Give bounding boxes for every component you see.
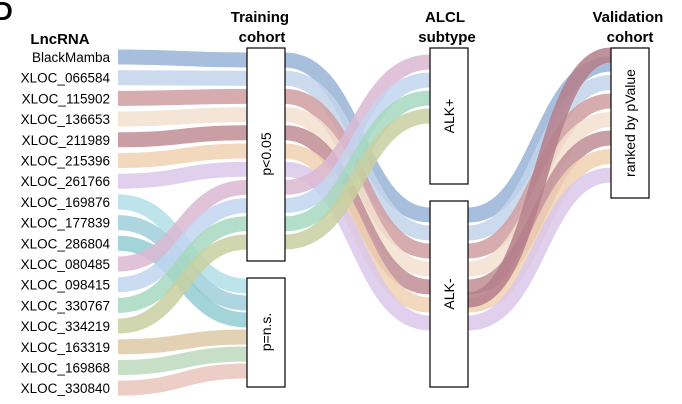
ribbon-training-XLOC_330767 [117,216,248,313]
ribbon-training-BlackMamba [117,49,248,68]
panel-letter: D [0,0,13,26]
lncrna-label: XLOC_211989 [22,133,110,148]
box-validation-label: ranked by pValue [622,69,638,177]
box-alk-pos-rect [429,47,469,185]
ribbon-subtype-XLOC_215396 [284,143,431,313]
ribbon-validation-XLOC_261766 [467,167,612,331]
box-alk-neg-label: ALK- [441,278,457,309]
box-training-sig-label: p<0.05 [258,132,274,175]
box-training-sig: p<0.05 [246,47,286,262]
ribbon-training-XLOC_080485 [117,179,248,272]
ribbon-subtype-XLOC_098415 [284,72,431,214]
column-title-validation: Validation cohort [592,9,667,46]
column-title-alcl: ALCL subtype [418,9,476,46]
box-training-ns: p=n.s. [246,277,286,388]
ribbon-training-XLOC_215396 [117,143,248,168]
box-validation: ranked by pValue [610,47,650,199]
lncrna-labels: BlackMamba XLOC_066584 XLOC_115902 XLOC_136… [21,50,111,396]
ribbon-subtype-XLOC_211989 [284,125,431,295]
ribbon-training-XLOC_098415 [117,198,248,293]
ribbon-training-XLOC_334219 [117,234,248,334]
box-alk-pos: ALK+ [429,47,469,185]
column-title-training: Training cohort [231,9,294,46]
ribbon-training-XLOC_211989 [117,125,248,148]
lncrna-label: XLOC_330767 [21,298,110,313]
lncrna-label: XLOC_261766 [21,174,110,189]
box-alk-neg-rect [429,200,469,388]
lncrna-label: XLOC_163319 [21,340,110,355]
ribbon-training-XLOC_330840 [117,363,248,396]
lncrna-label: XLOC_286804 [21,236,111,251]
box-training-ns-label: p=n.s. [258,313,274,352]
ribbon-training-XLOC_163319 [117,329,248,355]
lncrna-label: XLOC_136653 [21,112,110,127]
ribbon-subtype-XLOC_334219 [284,108,431,250]
ribbon-alkpos-validation [466,47,613,308]
lncrna-label: XLOC_080485 [21,257,110,272]
flow-ribbons [117,47,613,396]
column-title-lncrna: LncRNA [30,31,89,48]
box-alk-neg: ALK- [429,200,469,388]
ribbon-training-XLOC_261766 [117,161,248,189]
lncrna-label: XLOC_177839 [21,216,110,231]
lncrna-label: XLOC_330840 [21,381,110,396]
lncrna-label: XLOC_098415 [21,278,110,293]
lncrna-label: XLOC_334219 [21,319,110,334]
ribbon-subtype-XLOC_330767 [284,90,431,232]
lncrna-label: BlackMamba [32,50,111,65]
ribbon-subtype-XLOC_080485 [284,54,431,195]
box-training-sig-rect [246,47,286,262]
lncrna-label: XLOC_169876 [21,195,110,210]
box-training-ns-rect [246,277,286,388]
lncrna-label: XLOC_169868 [21,361,110,376]
box-validation-rect [610,47,650,199]
lncrna-label: XLOC_115902 [22,91,110,106]
box-alk-pos-label: ALK+ [441,99,457,134]
lncrna-label: XLOC_215396 [21,154,110,169]
ribbon-training-XLOC_169868 [117,346,248,375]
ribbon-training-XLOC_066584 [117,70,248,86]
ribbon-training-XLOC_136653 [117,107,248,127]
lncrna-label: XLOC_066584 [21,71,111,86]
ribbon-training-XLOC_115902 [117,88,248,106]
